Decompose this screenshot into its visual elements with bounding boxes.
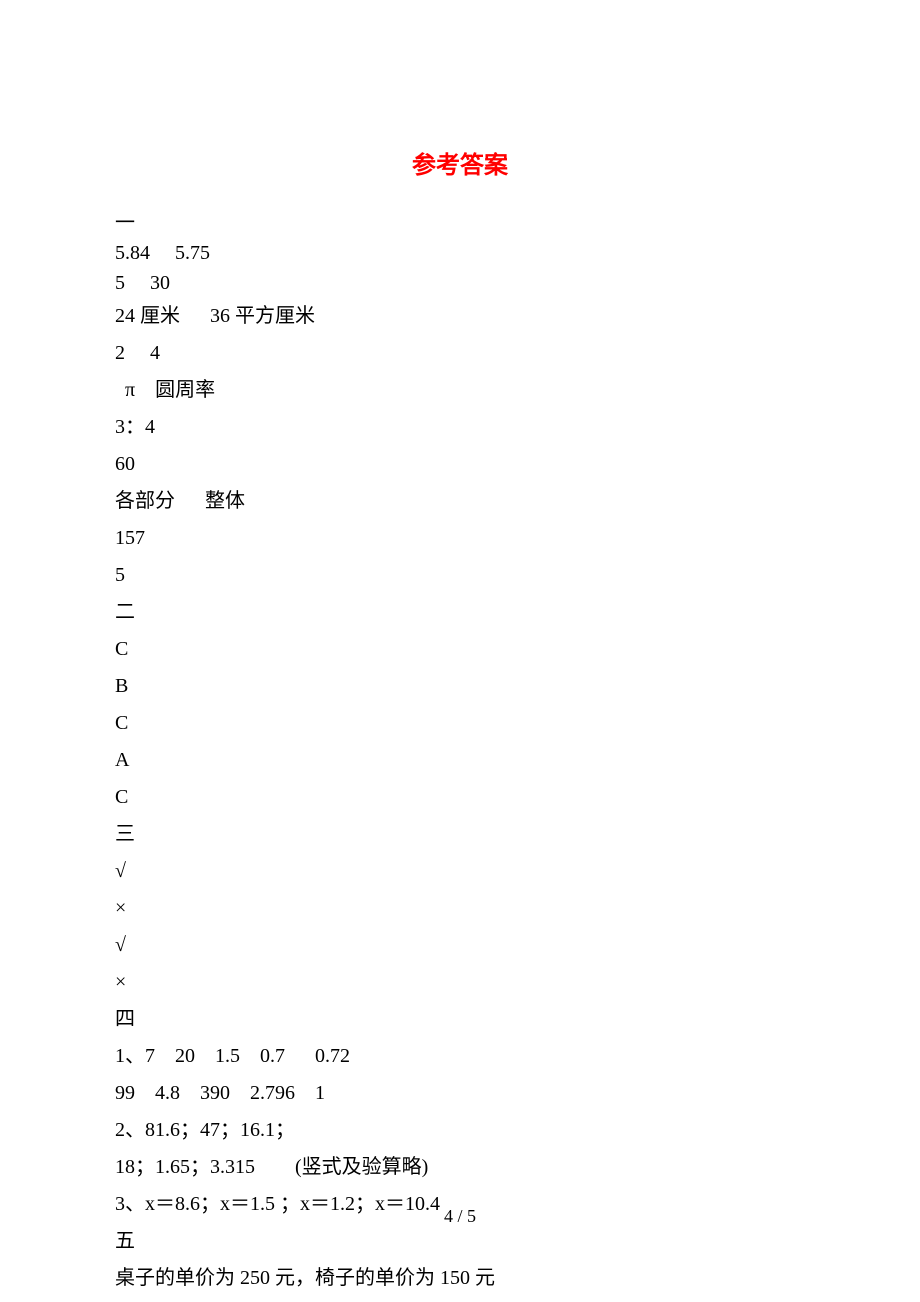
page-container: 参考答案 一5.84 5.755 3024 厘米 36 平方厘米2 4 π 圆周… <box>0 0 920 1297</box>
answer-line: C <box>115 705 805 742</box>
page-number: 4 / 5 <box>0 1206 920 1227</box>
answer-line: 五 <box>115 1223 805 1260</box>
answer-line: 2 4 <box>115 335 805 372</box>
answer-line: 5 <box>115 557 805 594</box>
answer-line: × <box>115 964 805 1001</box>
answer-line: 各部分 整体 <box>115 483 805 520</box>
answer-line: × <box>115 890 805 927</box>
answer-line: 5.84 5.75 <box>115 238 805 268</box>
answer-line: A <box>115 742 805 779</box>
answer-line: 24 厘米 36 平方厘米 <box>115 298 805 335</box>
answer-line: 60 <box>115 446 805 483</box>
answer-line: √ <box>115 927 805 964</box>
answer-line: 5 30 <box>115 268 805 298</box>
answer-line: 1、7 20 1.5 0.7 0.72 <box>115 1038 805 1075</box>
answer-line: 18；1.65；3.315 (竖式及验算略) <box>115 1149 805 1186</box>
answer-line: 三 <box>115 816 805 853</box>
answer-line: √ <box>115 853 805 890</box>
answer-line: C <box>115 779 805 816</box>
answer-line: B <box>115 668 805 705</box>
answer-line: 桌子的单价为 250 元，椅子的单价为 150 元 <box>115 1260 805 1297</box>
answer-line: 99 4.8 390 2.796 1 <box>115 1075 805 1112</box>
answer-line: π 圆周率 <box>115 372 805 409</box>
page-title: 参考答案 <box>115 145 805 180</box>
answer-line: 157 <box>115 520 805 557</box>
answer-line: 一 <box>115 208 805 238</box>
answer-line: 2、81.6；47；16.1； <box>115 1112 805 1149</box>
answer-line: 二 <box>115 594 805 631</box>
answer-line: 四 <box>115 1001 805 1038</box>
answer-line: C <box>115 631 805 668</box>
answer-content: 一5.84 5.755 3024 厘米 36 平方厘米2 4 π 圆周率3：46… <box>115 208 805 1297</box>
answer-line: 3：4 <box>115 409 805 446</box>
